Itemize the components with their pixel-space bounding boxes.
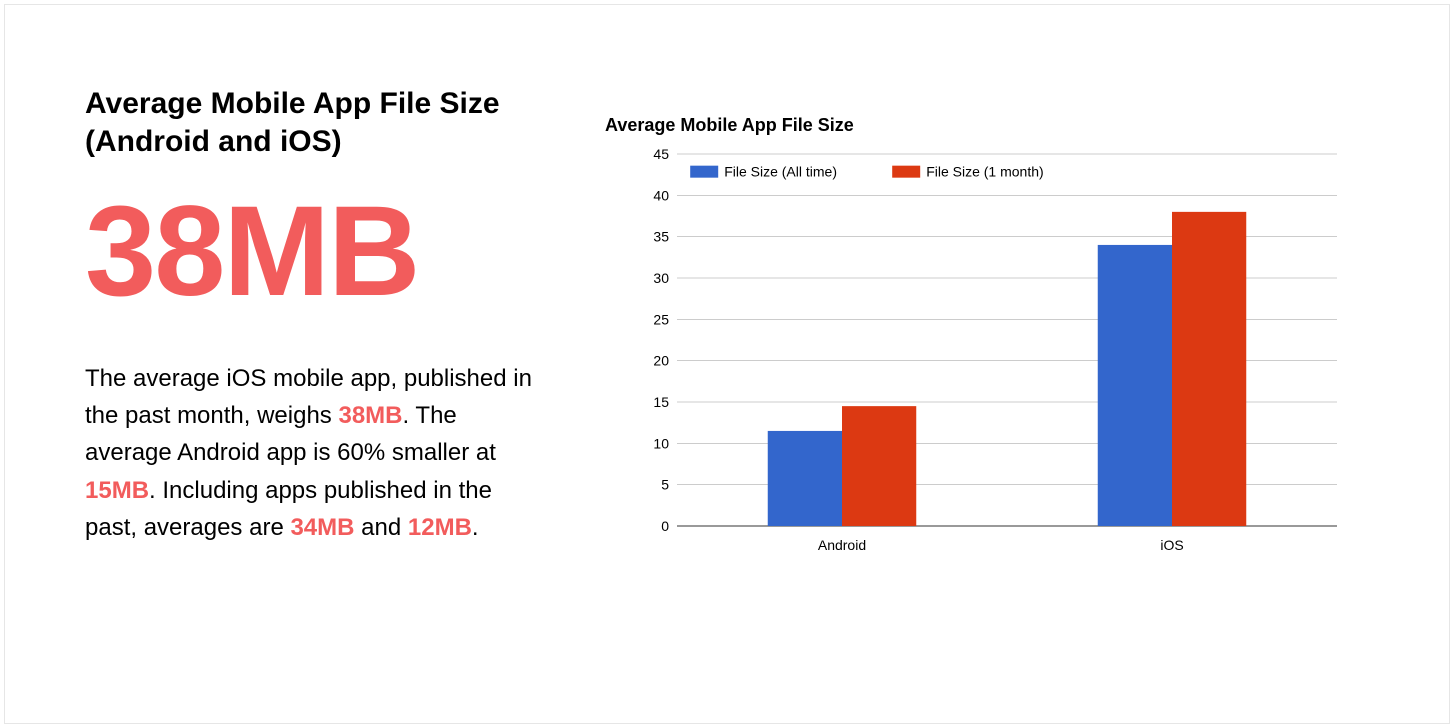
svg-text:30: 30 (653, 270, 669, 286)
svg-text:20: 20 (653, 353, 669, 369)
svg-text:Android: Android (818, 537, 866, 553)
chart-title: Average Mobile App File Size (585, 115, 1389, 136)
svg-text:10: 10 (653, 435, 669, 451)
bar-chart: 0 5 10 15 20 25 30 35 40 45 Android iOS File Size (A… (585, 144, 1389, 584)
right-panel: Average Mobile App File Size 0 5 10 15 20 25 3… (585, 85, 1389, 584)
accent-stat: 12MB (408, 514, 472, 541)
chart-svg: 0 5 10 15 20 25 30 35 40 45 Android iOS File Size (A… (585, 144, 1389, 564)
svg-text:iOS: iOS (1160, 537, 1183, 553)
left-panel: Average Mobile App File Size (Android an… (85, 85, 545, 546)
bar (842, 406, 916, 526)
big-stat: 38MB (85, 188, 545, 316)
infographic-frame: Average Mobile App File Size (Android an… (4, 4, 1450, 724)
accent-stat: 34MB (290, 514, 354, 541)
bar (768, 431, 842, 526)
headline: Average Mobile App File Size (Android an… (85, 85, 545, 160)
svg-text:35: 35 (653, 229, 669, 245)
body-paragraph: The average iOS mobile app, published in… (85, 360, 545, 546)
svg-text:45: 45 (653, 146, 669, 162)
svg-text:5: 5 (661, 477, 669, 493)
svg-text:15: 15 (653, 394, 669, 410)
accent-stat: 38MB (338, 402, 402, 429)
svg-text:File Size (1 month): File Size (1 month) (926, 164, 1043, 180)
svg-text:40: 40 (653, 187, 669, 203)
svg-text:25: 25 (653, 311, 669, 327)
bar (1172, 212, 1246, 526)
accent-stat: 15MB (85, 477, 149, 504)
svg-text:File Size (All time): File Size (All time) (724, 164, 837, 180)
svg-text:0: 0 (661, 518, 669, 534)
bar (1098, 245, 1172, 526)
